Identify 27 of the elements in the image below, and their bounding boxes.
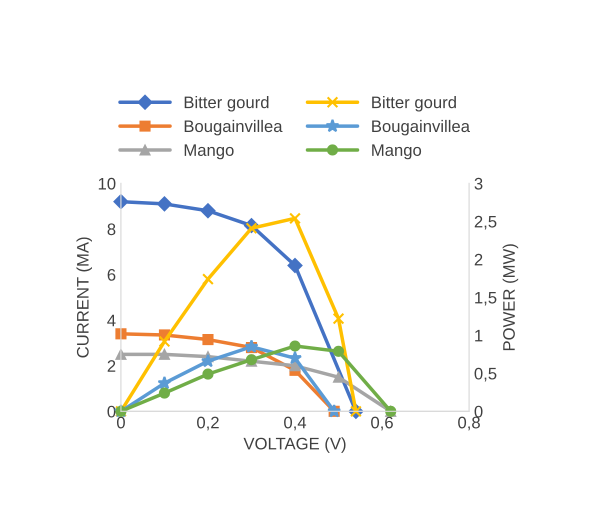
y-axis-title: CURRENT (MA) [76,237,92,358]
y2-tick-label: 1 [475,330,482,342]
y-tick-label: 10 [98,178,116,190]
x-tick-label: 0,6 [371,416,393,430]
y-tick-label: 8 [108,223,116,236]
legend-label: Mango [184,144,234,160]
y2-tick-label: 3 [474,178,482,190]
x-tick-label: 0,8 [458,416,480,430]
x-tick-label: 0,2 [197,416,219,430]
legend-label: Mango [372,144,422,160]
y2-tick-label: 1,5 [475,292,496,306]
y-tick-label: 4 [107,314,116,326]
x-tick-label: 0 [116,416,125,428]
y2-axis-title: POWER (MW) [502,244,518,350]
legend-label: Bitter gourd [184,96,268,112]
x-tick-label: 0,4 [284,416,306,430]
y-tick-label: 6 [108,268,116,281]
legend-label: Bitter gourd [372,96,456,112]
y2-tick-label: 0 [474,406,483,418]
y2-tick-label: 0,5 [474,368,496,382]
y2-tick-label: 2 [474,254,482,266]
y-tick-label: 0 [107,406,116,418]
legend-label: Bougainvillea [184,120,283,136]
x-axis-title: VOLTAGE (V) [244,437,346,453]
y2-tick-label: 2,5 [474,216,496,230]
legend-label: Bougainvillea [372,120,470,136]
y-tick-label: 2 [108,360,116,372]
